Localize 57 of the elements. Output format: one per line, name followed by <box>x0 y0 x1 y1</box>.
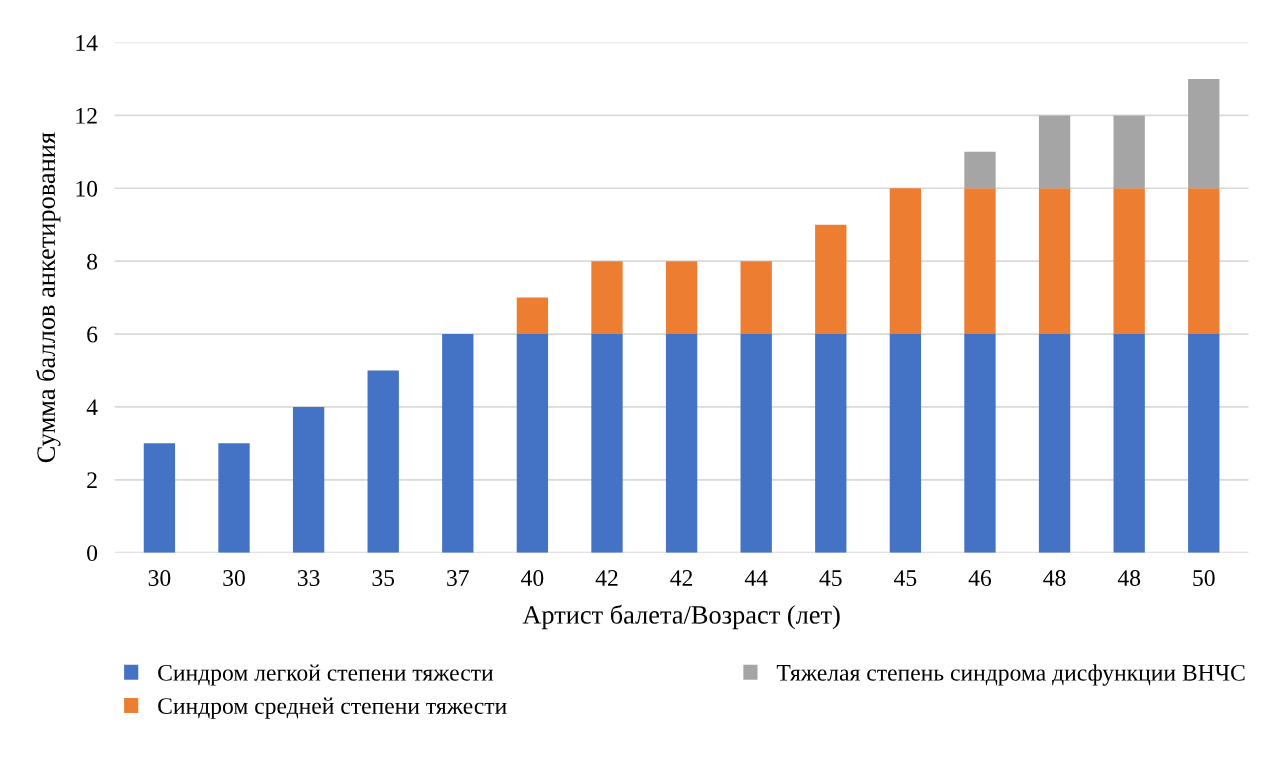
y-tick-label: 12 <box>76 107 97 124</box>
y-tick-label: 8 <box>87 253 98 270</box>
y-tick-label: 4 <box>86 399 98 416</box>
x-tick-label: 33 <box>297 570 320 586</box>
x-tick-label: 45 <box>894 570 917 586</box>
legend-label: Синдром легкой степени тяжести <box>158 664 494 686</box>
bar <box>815 224 847 335</box>
x-tick-label: 35 <box>372 570 395 586</box>
bar <box>218 443 250 553</box>
x-tick-label: 48 <box>1043 570 1066 586</box>
bar <box>143 443 176 553</box>
x-axis-title: Артист балета/Возраст (лет) <box>522 604 840 630</box>
bar <box>1113 334 1145 553</box>
y-tick-label: 14 <box>76 35 98 51</box>
bar <box>665 261 698 335</box>
x-tick-label: 50 <box>1193 570 1215 586</box>
x-tick-label: 30 <box>223 570 245 586</box>
bar <box>1188 78 1220 189</box>
y-tick-label: 0 <box>87 545 98 562</box>
x-tick-label: 46 <box>968 570 992 586</box>
bar <box>516 297 549 335</box>
bar <box>889 334 922 553</box>
y-tick-label: 2 <box>87 472 97 488</box>
bar <box>442 334 474 553</box>
bar <box>1038 115 1071 189</box>
x-tick-label: 30 <box>148 570 171 586</box>
x-tick-label: 42 <box>595 570 618 586</box>
x-tick-label: 45 <box>819 570 842 586</box>
bar <box>591 334 623 553</box>
bar <box>516 334 549 553</box>
y-tick-label: 10 <box>76 180 98 197</box>
bar <box>964 334 996 553</box>
bar <box>1188 188 1220 335</box>
x-tick-label: 42 <box>670 570 693 586</box>
bar <box>1113 188 1145 335</box>
y-axis-title: Сумма баллов анкетирования <box>35 132 61 463</box>
bar <box>1188 334 1220 553</box>
bar <box>1113 115 1145 189</box>
bar <box>1038 334 1071 553</box>
x-tick-label: 37 <box>447 570 469 586</box>
x-tick-label: 40 <box>521 570 544 586</box>
bar <box>665 334 698 553</box>
y-tick-label: 6 <box>87 326 98 343</box>
bar <box>815 334 847 553</box>
bar <box>591 261 623 335</box>
bar <box>964 151 996 189</box>
x-tick-label: 44 <box>744 570 768 586</box>
x-tick-label: 48 <box>1117 570 1141 586</box>
bar <box>292 406 325 553</box>
bar <box>889 188 922 335</box>
bar <box>740 334 772 553</box>
bar <box>964 188 996 335</box>
bar <box>740 261 772 335</box>
bar <box>367 370 399 553</box>
bar <box>1038 188 1071 335</box>
legend-label: Тяжелая степень синдрома дисфункции ВНЧС <box>776 664 1245 686</box>
legend-label: Синдром средней степени тяжести <box>158 697 507 719</box>
